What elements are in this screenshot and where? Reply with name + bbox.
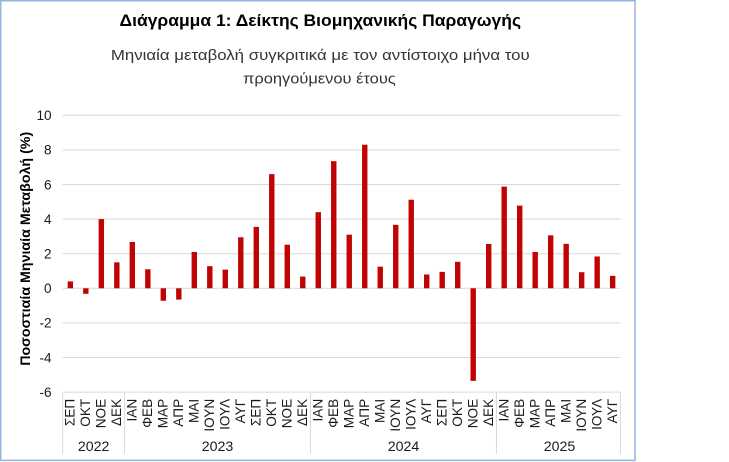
svg-text:8: 8 bbox=[44, 143, 52, 158]
svg-text:ΔΕΚ: ΔΕΚ bbox=[109, 399, 124, 426]
svg-text:προηγούμενου έτους: προηγούμενου έτους bbox=[243, 71, 396, 88]
svg-text:ΣΕΠ: ΣΕΠ bbox=[249, 399, 264, 426]
svg-text:ΙΑΝ: ΙΑΝ bbox=[497, 399, 512, 422]
svg-text:ΝΟΕ: ΝΟΕ bbox=[466, 399, 481, 428]
svg-text:2024: 2024 bbox=[388, 439, 420, 455]
svg-text:ΟΚΤ: ΟΚΤ bbox=[78, 399, 93, 427]
svg-text:6: 6 bbox=[44, 177, 52, 192]
svg-text:ΣΕΠ: ΣΕΠ bbox=[435, 399, 450, 426]
svg-text:ΜΑΙ: ΜΑΙ bbox=[559, 399, 574, 423]
svg-text:ΙΟΥΛ: ΙΟΥΛ bbox=[590, 398, 605, 430]
svg-text:Μηνιαία μεταβολή συγκριτικά με: Μηνιαία μεταβολή συγκριτικά με τον αντίσ… bbox=[111, 47, 530, 64]
svg-text:ΑΥΓ: ΑΥΓ bbox=[419, 398, 434, 423]
svg-text:2: 2 bbox=[44, 247, 52, 262]
svg-text:ΣΕΠ: ΣΕΠ bbox=[63, 399, 78, 426]
svg-text:ΙΑΝ: ΙΑΝ bbox=[311, 399, 326, 422]
svg-text:ΦΕΒ: ΦΕΒ bbox=[140, 399, 155, 428]
svg-text:ΜΑΡ: ΜΑΡ bbox=[528, 399, 543, 428]
svg-text:ΙΟΥΛ: ΙΟΥΛ bbox=[218, 398, 233, 430]
svg-text:ΙΟΥΝ: ΙΟΥΝ bbox=[202, 399, 217, 432]
svg-text:2022: 2022 bbox=[78, 439, 110, 455]
svg-text:ΙΟΥΝ: ΙΟΥΝ bbox=[574, 399, 589, 432]
svg-text:ΝΟΕ: ΝΟΕ bbox=[280, 399, 295, 428]
svg-text:ΑΥΓ: ΑΥΓ bbox=[233, 398, 248, 423]
svg-text:ΔΕΚ: ΔΕΚ bbox=[481, 399, 496, 426]
svg-text:ΝΟΕ: ΝΟΕ bbox=[94, 399, 109, 428]
svg-text:ΟΚΤ: ΟΚΤ bbox=[450, 399, 465, 427]
svg-text:ΟΚΤ: ΟΚΤ bbox=[264, 399, 279, 427]
svg-text:ΔΕΚ: ΔΕΚ bbox=[295, 399, 310, 426]
svg-text:ΜΑΡ: ΜΑΡ bbox=[342, 399, 357, 428]
svg-text:ΜΑΡ: ΜΑΡ bbox=[156, 399, 171, 428]
svg-text:ΙΟΥΛ: ΙΟΥΛ bbox=[404, 398, 419, 430]
svg-text:ΑΠΡ: ΑΠΡ bbox=[171, 399, 186, 427]
svg-text:-6: -6 bbox=[40, 385, 52, 400]
svg-text:ΙΟΥΝ: ΙΟΥΝ bbox=[388, 399, 403, 432]
svg-text:4: 4 bbox=[44, 212, 52, 227]
svg-text:ΑΠΡ: ΑΠΡ bbox=[543, 399, 558, 427]
svg-text:-4: -4 bbox=[40, 350, 53, 365]
svg-text:2023: 2023 bbox=[202, 439, 234, 455]
svg-text:Διάγραμμα 1: Δείκτης Βιομηχαν: Διάγραμμα 1: Δείκτης Βιομηχανικής Παραγω… bbox=[120, 11, 522, 30]
svg-text:ΜΑΙ: ΜΑΙ bbox=[373, 399, 388, 423]
svg-text:ΦΕΒ: ΦΕΒ bbox=[326, 399, 341, 428]
svg-text:ΑΠΡ: ΑΠΡ bbox=[357, 399, 372, 427]
svg-text:ΙΑΝ: ΙΑΝ bbox=[125, 399, 140, 422]
svg-text:Ποσοστιαία Μηνιαία Μεταβολή (%: Ποσοστιαία Μηνιαία Μεταβολή (%) bbox=[17, 132, 33, 366]
svg-text:2025: 2025 bbox=[544, 439, 576, 455]
svg-text:ΜΑΙ: ΜΑΙ bbox=[187, 399, 202, 423]
svg-text:-2: -2 bbox=[40, 316, 52, 331]
svg-text:ΦΕΒ: ΦΕΒ bbox=[512, 399, 527, 428]
svg-text:10: 10 bbox=[36, 108, 52, 123]
svg-text:ΑΥΓ: ΑΥΓ bbox=[605, 398, 620, 423]
svg-text:0: 0 bbox=[44, 281, 52, 296]
